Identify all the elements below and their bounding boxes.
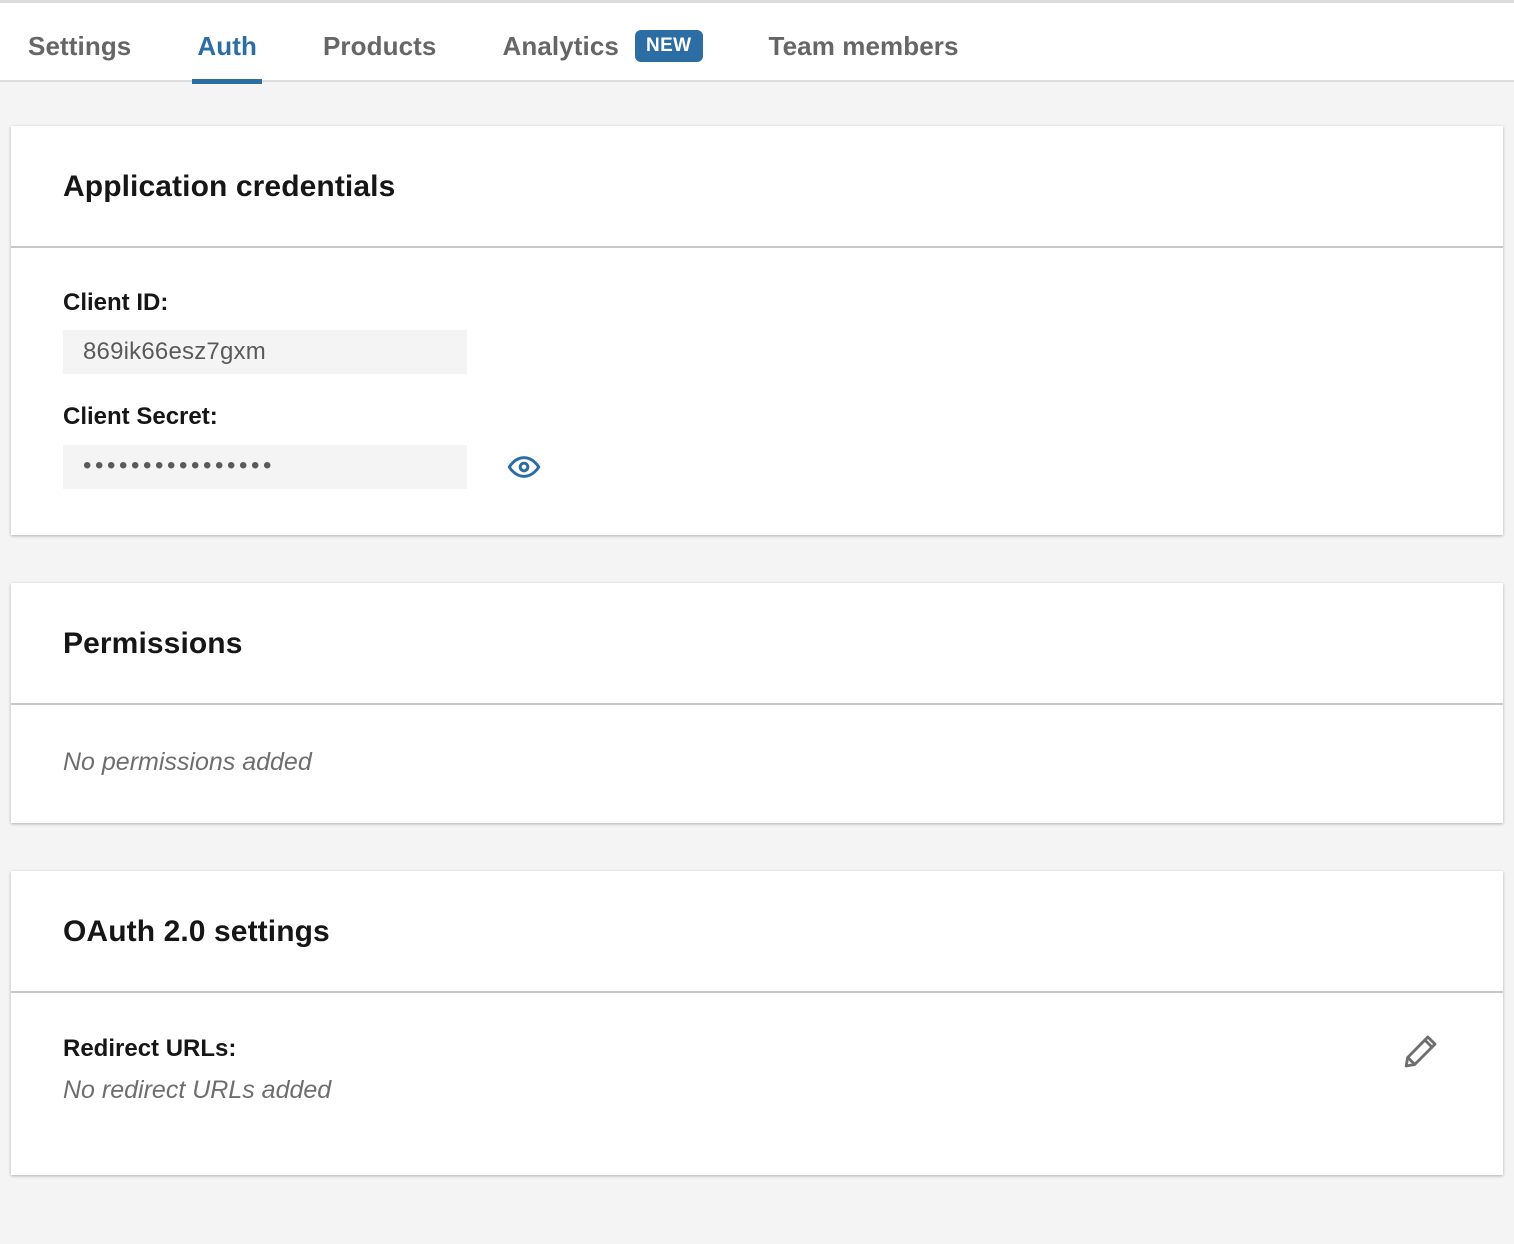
primary-tab-bar: Settings Auth Products Analytics NEW Tea… (0, 3, 1514, 84)
oauth-settings-card: OAuth 2.0 settings Redirect URLs: No red… (11, 870, 1503, 1175)
client-secret-label: Client Secret: (63, 403, 218, 431)
redirect-urls-empty-message: No redirect URLs added (63, 1075, 332, 1104)
auth-settings-page: Application credentials Client ID: 869ik… (0, 126, 1514, 1175)
application-credentials-card: Application credentials Client ID: 869ik… (11, 126, 1503, 535)
analytics-new-badge: NEW (634, 29, 703, 62)
tab-analytics[interactable]: Analytics NEW (502, 3, 703, 82)
oauth-settings-body: Redirect URLs: No redirect URLs added (11, 993, 1503, 1175)
permissions-card: Permissions No permissions added (11, 582, 1503, 823)
client-id-input[interactable]: 869ik66esz7gxm (63, 330, 467, 375)
tab-auth-label: Auth (197, 30, 257, 61)
application-credentials-title: Application credentials (63, 170, 396, 203)
reveal-client-secret-button[interactable] (507, 450, 541, 484)
pencil-icon (1401, 1035, 1441, 1074)
eye-icon (507, 450, 541, 484)
edit-redirect-urls-button[interactable] (1401, 1031, 1441, 1071)
tab-products-label: Products (322, 30, 437, 61)
permissions-body: No permissions added (11, 705, 1503, 823)
redirect-urls-label: Redirect URLs: (63, 1034, 237, 1062)
client-secret-row: •••••••••••••••• (63, 444, 1451, 489)
client-id-value: 869ik66esz7gxm (83, 338, 266, 366)
application-credentials-body: Client ID: 869ik66esz7gxm Client Secret:… (11, 248, 1503, 535)
tab-settings[interactable]: Settings (28, 3, 131, 82)
client-secret-field: Client Secret: •••••••••••••••• (63, 403, 1451, 489)
oauth-settings-title: OAuth 2.0 settings (63, 914, 330, 948)
permissions-title: Permissions (63, 626, 243, 660)
client-secret-masked-value: •••••••••••••••• (83, 451, 276, 479)
permissions-header: Permissions (11, 583, 1503, 705)
tab-auth[interactable]: Auth (192, 3, 262, 84)
client-id-field: Client ID: 869ik66esz7gxm (63, 289, 1451, 375)
oauth-settings-header: OAuth 2.0 settings (11, 871, 1503, 993)
tab-team-members-label: Team members (768, 30, 959, 61)
tab-products[interactable]: Products (323, 3, 436, 82)
application-credentials-header: Application credentials (11, 126, 1503, 248)
tab-team-members[interactable]: Team members (769, 3, 959, 82)
permissions-empty-message: No permissions added (63, 747, 312, 776)
page-top-divider (0, 0, 1514, 3)
client-id-label: Client ID: (63, 289, 169, 316)
client-secret-input[interactable]: •••••••••••••••• (63, 444, 467, 489)
tab-analytics-label: Analytics (502, 30, 619, 61)
tab-settings-label: Settings (28, 30, 132, 61)
